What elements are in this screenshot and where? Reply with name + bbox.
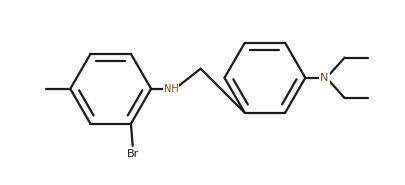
Text: NH: NH xyxy=(164,84,179,94)
Text: N: N xyxy=(320,73,328,83)
Text: Br: Br xyxy=(127,149,139,159)
